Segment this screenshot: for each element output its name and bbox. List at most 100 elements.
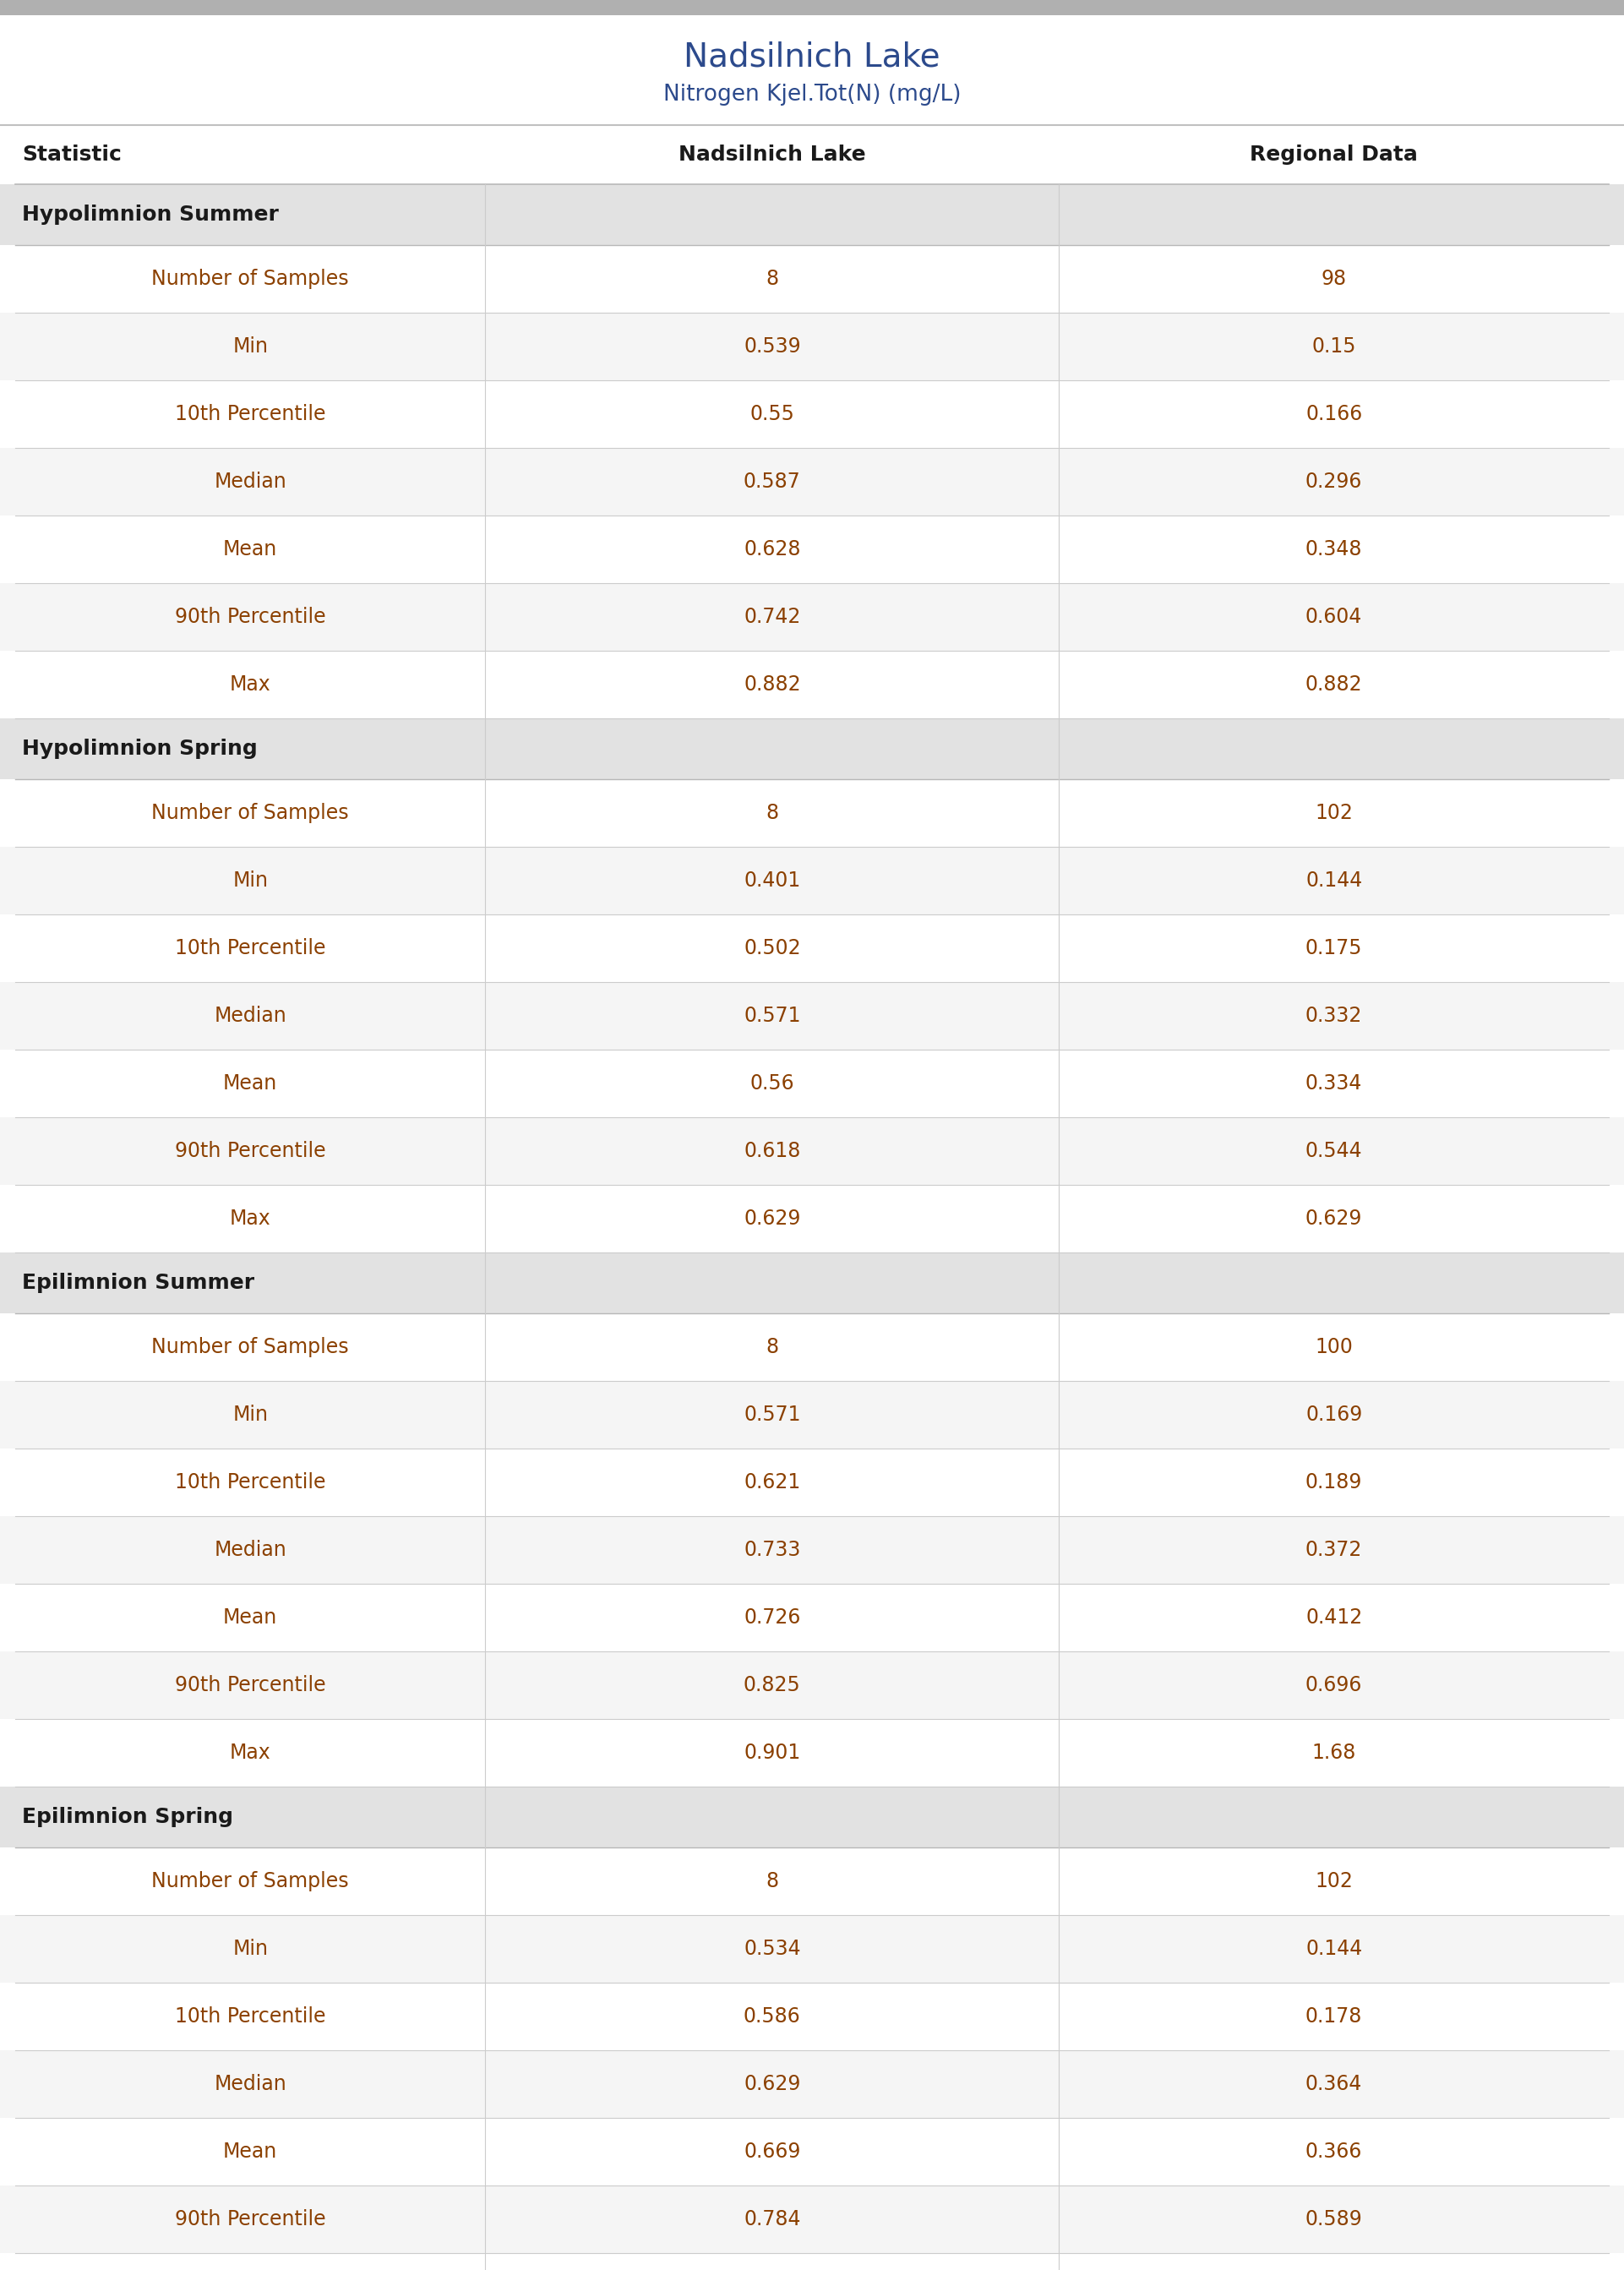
Bar	[0, 1982, 1624, 2050]
Bar	[0, 1848, 1624, 1916]
Text: 0.534: 0.534	[744, 1939, 801, 1959]
Text: Epilimnion Spring: Epilimnion Spring	[23, 1807, 234, 1827]
Bar	[0, 779, 1624, 847]
Text: Epilimnion Summer: Epilimnion Summer	[23, 1273, 255, 1294]
Text: 0.366: 0.366	[1306, 2141, 1363, 2161]
Bar	[0, 847, 1624, 915]
Text: Max: Max	[229, 674, 271, 695]
Text: 0.587: 0.587	[744, 472, 801, 493]
Text: 0.629: 0.629	[744, 2075, 801, 2095]
Text: Min: Min	[232, 336, 268, 356]
Bar	[0, 0, 1624, 16]
Text: 0.144: 0.144	[1306, 1939, 1363, 1959]
Text: 0.502: 0.502	[744, 938, 801, 958]
Text: 0.726: 0.726	[744, 1607, 801, 1628]
Bar	[0, 515, 1624, 583]
Text: Nitrogen Kjel.Tot(N) (mg/L): Nitrogen Kjel.Tot(N) (mg/L)	[663, 84, 961, 104]
Text: 0.629: 0.629	[1306, 1208, 1363, 1228]
Bar	[0, 2050, 1624, 2118]
Text: 0.571: 0.571	[744, 1405, 801, 1426]
Text: 0.629: 0.629	[744, 1208, 801, 1228]
Bar	[0, 1584, 1624, 1650]
Text: Number of Samples: Number of Samples	[151, 804, 349, 824]
Text: Max: Max	[229, 1208, 271, 1228]
Bar	[0, 313, 1624, 381]
Text: 0.15: 0.15	[1312, 336, 1356, 356]
Text: 1.68: 1.68	[1312, 1743, 1356, 1764]
Text: Hypolimnion Spring: Hypolimnion Spring	[23, 738, 258, 758]
Text: 0.586: 0.586	[744, 2007, 801, 2027]
Text: 0.296: 0.296	[1306, 472, 1363, 493]
Bar	[0, 717, 1624, 779]
Text: 90th Percentile: 90th Percentile	[175, 2209, 326, 2229]
Text: 0.669: 0.669	[744, 2141, 801, 2161]
Text: 8: 8	[767, 804, 778, 824]
Bar	[0, 1049, 1624, 1117]
Bar	[0, 125, 1624, 184]
Bar	[0, 381, 1624, 447]
Text: 0.175: 0.175	[1306, 938, 1363, 958]
Text: Min: Min	[232, 1939, 268, 1959]
Text: 90th Percentile: 90th Percentile	[175, 606, 326, 627]
Text: 10th Percentile: 10th Percentile	[175, 404, 326, 424]
Text: 0.539: 0.539	[744, 336, 801, 356]
Text: 0.55: 0.55	[750, 404, 794, 424]
Text: Median: Median	[214, 1539, 286, 1559]
Text: 0.56: 0.56	[750, 1074, 794, 1094]
Text: 0.621: 0.621	[744, 1473, 801, 1491]
Text: Mean: Mean	[222, 1074, 278, 1094]
Bar	[0, 1117, 1624, 1185]
Bar	[0, 983, 1624, 1049]
Bar	[0, 1314, 1624, 1380]
Text: Max: Max	[229, 1743, 271, 1764]
Bar	[0, 1516, 1624, 1584]
Text: 0.696: 0.696	[1306, 1675, 1363, 1696]
Text: Median: Median	[214, 1006, 286, 1026]
Bar	[0, 1448, 1624, 1516]
Text: 8: 8	[767, 1337, 778, 1357]
Text: Min: Min	[232, 1405, 268, 1426]
Text: Mean: Mean	[222, 1607, 278, 1628]
Text: 0.742: 0.742	[744, 606, 801, 627]
Text: 90th Percentile: 90th Percentile	[175, 1142, 326, 1162]
Bar	[0, 1786, 1624, 1848]
Text: 0.178: 0.178	[1306, 2007, 1363, 2027]
Text: 10th Percentile: 10th Percentile	[175, 1473, 326, 1491]
Text: 100: 100	[1315, 1337, 1353, 1357]
Bar	[0, 1718, 1624, 1786]
Text: 0.733: 0.733	[744, 1539, 801, 1559]
Bar	[0, 184, 1624, 245]
Bar	[0, 1916, 1624, 1982]
Text: 0.412: 0.412	[1306, 1607, 1363, 1628]
Text: 0.364: 0.364	[1306, 2075, 1363, 2095]
Text: 8: 8	[767, 268, 778, 288]
Text: 0.589: 0.589	[1306, 2209, 1363, 2229]
Bar	[0, 583, 1624, 651]
Text: 0.571: 0.571	[744, 1006, 801, 1026]
Text: 0.401: 0.401	[744, 869, 801, 890]
Text: Regional Data: Regional Data	[1250, 145, 1418, 166]
Bar	[0, 915, 1624, 983]
Text: Statistic: Statistic	[23, 145, 122, 166]
Text: 0.169: 0.169	[1306, 1405, 1363, 1426]
Text: Mean: Mean	[222, 540, 278, 558]
Text: 0.372: 0.372	[1306, 1539, 1363, 1559]
Text: 102: 102	[1315, 1870, 1353, 1891]
Text: 0.618: 0.618	[744, 1142, 801, 1162]
Bar	[0, 1650, 1624, 1718]
Text: Median: Median	[214, 472, 286, 493]
Text: 0.334: 0.334	[1306, 1074, 1363, 1094]
Text: Nadsilnich Lake: Nadsilnich Lake	[679, 145, 866, 166]
Bar	[0, 2118, 1624, 2186]
Text: 0.166: 0.166	[1306, 404, 1363, 424]
Bar	[0, 447, 1624, 515]
Bar	[0, 1380, 1624, 1448]
Text: Hypolimnion Summer: Hypolimnion Summer	[23, 204, 279, 225]
Text: 0.882: 0.882	[1306, 674, 1363, 695]
Text: 10th Percentile: 10th Percentile	[175, 938, 326, 958]
Text: Nadsilnich Lake: Nadsilnich Lake	[684, 41, 940, 73]
Text: 98: 98	[1322, 268, 1346, 288]
Text: 8: 8	[767, 1870, 778, 1891]
Text: Number of Samples: Number of Samples	[151, 1870, 349, 1891]
Text: 0.144: 0.144	[1306, 869, 1363, 890]
